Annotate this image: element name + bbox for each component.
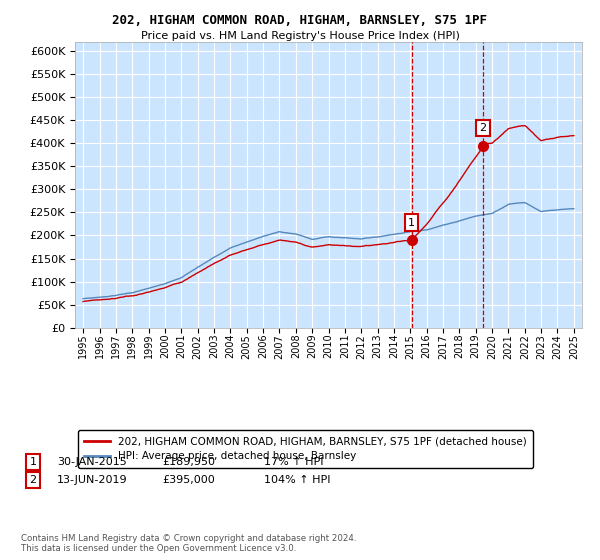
Text: 2: 2	[29, 475, 37, 485]
Text: £395,000: £395,000	[162, 475, 215, 485]
Text: 30-JAN-2015: 30-JAN-2015	[57, 457, 127, 467]
Text: Contains HM Land Registry data © Crown copyright and database right 2024.
This d: Contains HM Land Registry data © Crown c…	[21, 534, 356, 553]
Text: £189,950: £189,950	[162, 457, 215, 467]
Text: 104% ↑ HPI: 104% ↑ HPI	[264, 475, 331, 485]
Text: 1: 1	[408, 218, 415, 227]
Text: 17% ↑ HPI: 17% ↑ HPI	[264, 457, 323, 467]
Text: Price paid vs. HM Land Registry's House Price Index (HPI): Price paid vs. HM Land Registry's House …	[140, 31, 460, 41]
Legend: 202, HIGHAM COMMON ROAD, HIGHAM, BARNSLEY, S75 1PF (detached house), HPI: Averag: 202, HIGHAM COMMON ROAD, HIGHAM, BARNSLE…	[77, 430, 533, 468]
Text: 1: 1	[29, 457, 37, 467]
Text: 13-JUN-2019: 13-JUN-2019	[57, 475, 128, 485]
Text: 2: 2	[479, 123, 487, 133]
Text: 202, HIGHAM COMMON ROAD, HIGHAM, BARNSLEY, S75 1PF: 202, HIGHAM COMMON ROAD, HIGHAM, BARNSLE…	[113, 14, 487, 27]
